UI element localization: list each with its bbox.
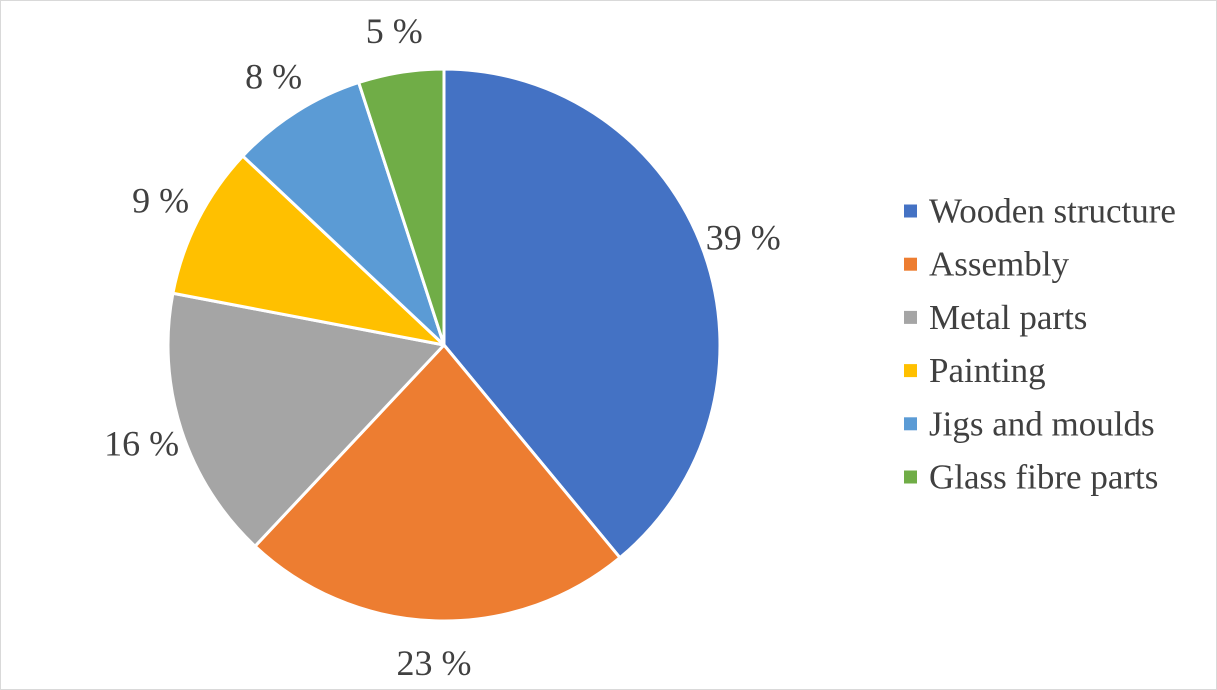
pie-slice-assembly bbox=[253, 343, 622, 623]
legend-label: Glass fibre parts bbox=[929, 458, 1158, 497]
legend-label: Jigs and moulds bbox=[929, 404, 1155, 443]
legend-item-painting: Painting bbox=[904, 351, 1046, 390]
legend-item-wooden-structure: Wooden structure bbox=[904, 192, 1176, 231]
legend-label: Painting bbox=[929, 351, 1046, 390]
data-label-wooden-structure: 39 % bbox=[706, 217, 781, 257]
data-label-assembly: 23 % bbox=[397, 643, 472, 683]
legend-label: Assembly bbox=[929, 245, 1070, 284]
data-label-jigs-and-moulds: 8 % bbox=[245, 57, 302, 97]
pie-slice-painting bbox=[171, 154, 446, 347]
legend-label: Metal parts bbox=[929, 298, 1087, 337]
legend-swatch bbox=[904, 204, 917, 218]
pie-slices bbox=[166, 67, 722, 623]
data-label-glass-fibre-parts: 5 % bbox=[366, 11, 423, 51]
legend-swatch bbox=[904, 364, 917, 378]
pie-slice-glass-fibre-parts bbox=[357, 67, 446, 347]
pie-data-labels: 39 % 23 % 16 % 9 % 8 % 5 % bbox=[104, 11, 781, 683]
legend-label: Wooden structure bbox=[929, 192, 1176, 231]
legend-item-assembly: Assembly bbox=[904, 245, 1070, 284]
data-label-metal-parts: 16 % bbox=[104, 423, 179, 463]
legend-item-glass-fibre-parts: Glass fibre parts bbox=[904, 458, 1158, 497]
legend-swatch bbox=[904, 257, 917, 271]
legend-item-metal-parts: Metal parts bbox=[904, 298, 1087, 337]
data-label-painting: 9 % bbox=[132, 181, 189, 221]
legend-swatch bbox=[904, 470, 917, 484]
legend: Wooden structure Assembly Metal parts Paint… bbox=[904, 192, 1176, 497]
legend-swatch bbox=[904, 417, 917, 431]
legend-swatch bbox=[904, 310, 917, 324]
pie-slice-jigs-and-moulds bbox=[241, 81, 446, 347]
legend-item-jigs-and-moulds: Jigs and moulds bbox=[904, 404, 1155, 443]
pie-slice-wooden-structure bbox=[442, 67, 722, 560]
pie-slice-metal-parts bbox=[166, 291, 446, 548]
